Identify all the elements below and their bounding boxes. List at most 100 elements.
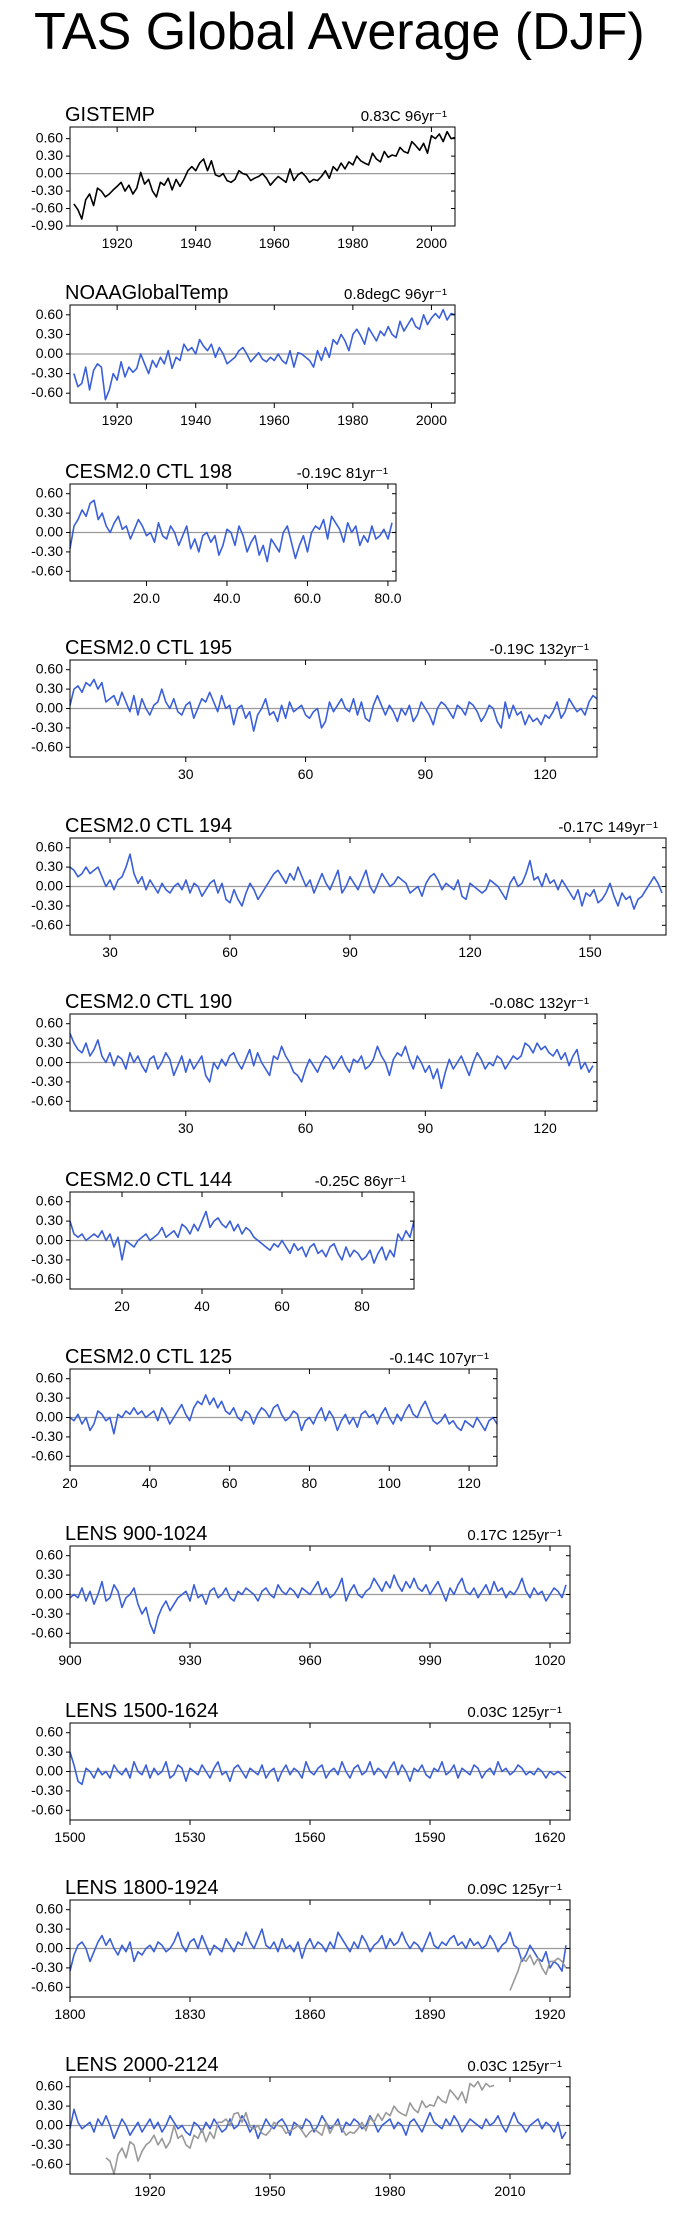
series-line (69, 678, 598, 732)
y-tick-label: -0.60 (31, 1801, 63, 1817)
y-tick-label: 0.00 (36, 700, 63, 716)
panel-title: GISTEMP (65, 104, 155, 126)
trend-label: -0.14C 107yr⁻¹ (389, 1350, 489, 1367)
trend-label: -0.19C 81yr⁻¹ (297, 465, 388, 482)
x-tick-label: 40.0 (213, 590, 240, 606)
y-tick-label: 0.00 (36, 1940, 63, 1956)
y-tick-label: 0.30 (36, 325, 63, 341)
panel-title: LENS 1800-1924 (65, 1877, 218, 1899)
y-tick-label: 0.30 (36, 1743, 63, 1759)
chart-panel: 0.60 0.30 0.00 -0.30 -0.60 20 40 60 80 100 120 CESM… (31, 1346, 498, 1491)
y-tick-label: 0.60 (36, 1901, 63, 1917)
x-tick-label: 90 (418, 1120, 434, 1136)
x-tick-label: 1980 (337, 412, 368, 428)
y-tick-label: -0.60 (31, 738, 63, 754)
y-tick-label: -0.60 (31, 384, 63, 400)
x-tick-label: 40 (142, 1475, 158, 1491)
series-line (69, 853, 663, 910)
series-line (69, 1928, 567, 1972)
y-tick-label: -0.30 (31, 365, 63, 381)
trend-label: -0.19C 132yr⁻¹ (489, 641, 589, 658)
y-tick-label: -0.90 (31, 217, 63, 233)
y-tick-label: 0.30 (36, 1920, 63, 1936)
series-line (69, 1033, 594, 1090)
y-tick-label: 0.60 (36, 130, 63, 146)
page-title: TAS Global Average (DJF) (34, 3, 645, 61)
x-tick-label: 60 (298, 766, 314, 782)
x-tick-label: 900 (58, 1652, 82, 1668)
trend-label: -0.08C 132yr⁻¹ (489, 995, 589, 1012)
x-tick-label: 1860 (294, 2006, 325, 2022)
y-tick-label: -0.30 (31, 897, 63, 913)
y-tick-label: -0.60 (31, 916, 63, 932)
panel-title: CESM2.0 CTL 198 (65, 461, 232, 483)
panel-title: CESM2.0 CTL 194 (65, 815, 232, 837)
x-tick-label: 990 (418, 1652, 442, 1668)
x-tick-label: 1800 (54, 2006, 85, 2022)
chart-panel: 0.60 0.30 0.00 -0.30 -0.60 30 60 90 120 150 CESM2.… (31, 815, 667, 960)
y-tick-label: 0.00 (36, 345, 63, 361)
y-tick-label: -0.30 (31, 182, 63, 198)
x-tick-label: 1920 (102, 412, 133, 428)
panel-title: CESM2.0 CTL 195 (65, 637, 232, 659)
x-tick-label: 1590 (414, 1829, 445, 1845)
x-tick-label: 1920 (134, 2183, 165, 2199)
x-tick-label: 960 (298, 1652, 322, 1668)
x-tick-label: 30 (178, 1120, 194, 1136)
chart-panel: 0.60 0.30 0.00 -0.30 -0.60 1920 1950 1980 2010 LE… (31, 2054, 571, 2199)
trend-label: -0.17C 149yr⁻¹ (558, 819, 658, 836)
x-tick-label: 100 (378, 1475, 402, 1491)
y-tick-label: -0.30 (31, 2136, 63, 2152)
series-line (69, 1751, 567, 1786)
x-tick-label: 60 (298, 1120, 314, 1136)
series-line (105, 2080, 495, 2175)
x-tick-label: 80.0 (374, 590, 401, 606)
y-tick-label: 0.60 (36, 1370, 63, 1386)
x-tick-label: 1530 (174, 1829, 205, 1845)
x-tick-label: 90 (418, 766, 434, 782)
x-tick-label: 20 (114, 1298, 130, 1314)
series-line (509, 1954, 567, 1991)
y-tick-label: 0.30 (36, 1034, 63, 1050)
y-tick-label: -0.30 (31, 543, 63, 559)
x-tick-label: 120 (458, 944, 482, 960)
chart-panel: 0.60 0.30 0.00 -0.30 -0.60 1800 1830 1860 1890 19… (31, 1877, 571, 2022)
x-tick-label: 120 (533, 766, 557, 782)
trend-label: -0.25C 86yr⁻¹ (315, 1173, 406, 1190)
trend-label: 0.03C 125yr⁻¹ (467, 2058, 562, 2075)
x-tick-label: 1620 (534, 1829, 565, 1845)
y-tick-label: -0.30 (31, 1251, 63, 1267)
y-tick-label: 0.30 (36, 504, 63, 520)
y-tick-label: -0.30 (31, 1073, 63, 1089)
y-tick-label: 0.60 (36, 839, 63, 855)
y-tick-label: 0.00 (36, 1763, 63, 1779)
x-tick-label: 1920 (534, 2006, 565, 2022)
x-tick-label: 1980 (374, 2183, 405, 2199)
series-line (69, 1394, 498, 1435)
y-tick-label: -0.60 (31, 1092, 63, 1108)
y-tick-label: -0.60 (31, 2155, 63, 2171)
x-tick-label: 2010 (494, 2183, 525, 2199)
chart-panel: 0.60 0.30 0.00 -0.30 -0.60 30 60 90 120 CESM2.0 C… (31, 991, 598, 1136)
y-tick-label: 0.60 (36, 2078, 63, 2094)
x-tick-label: 1890 (414, 2006, 445, 2022)
x-tick-label: 60 (274, 1298, 290, 1314)
y-tick-label: 0.60 (36, 485, 63, 501)
x-tick-label: 1020 (534, 1652, 565, 1668)
chart-panel: 0.60 0.30 0.00 -0.30 -0.60 30 60 90 120 CESM2.0 C… (31, 637, 598, 782)
x-tick-label: 1950 (254, 2183, 285, 2199)
y-tick-label: 0.60 (36, 1724, 63, 1740)
trend-label: 0.83C 96yr⁻¹ (361, 108, 447, 125)
y-tick-label: -0.60 (31, 1624, 63, 1640)
y-tick-label: -0.30 (31, 1428, 63, 1444)
x-tick-label: 40 (194, 1298, 210, 1314)
trend-label: 0.03C 125yr⁻¹ (467, 1704, 562, 1721)
y-tick-label: 0.60 (36, 306, 63, 322)
y-tick-label: 0.30 (36, 858, 63, 874)
x-tick-label: 150 (578, 944, 602, 960)
chart-panel: 0.60 0.30 0.00 -0.30 -0.60 1920 1940 1960 1980 20… (31, 282, 456, 428)
x-tick-label: 1920 (102, 235, 133, 251)
x-tick-label: 930 (178, 1652, 202, 1668)
y-tick-label: -0.30 (31, 1782, 63, 1798)
y-tick-label: 0.60 (36, 1193, 63, 1209)
